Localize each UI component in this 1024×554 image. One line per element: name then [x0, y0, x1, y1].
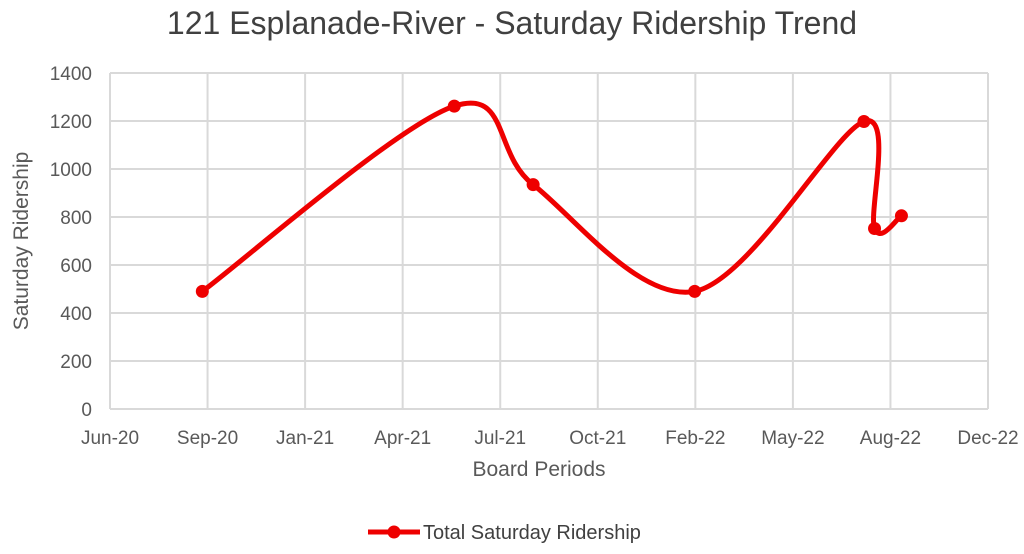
data-point	[868, 222, 882, 236]
data-point	[857, 114, 871, 128]
y-tick-label: 1000	[50, 160, 92, 181]
data-point	[447, 99, 461, 113]
x-tick-label: Apr-21	[374, 428, 431, 449]
y-axis-ticks: 0 200 400 600 800 1000 1200 1400	[50, 64, 92, 421]
data-point	[526, 178, 540, 192]
x-tick-label: Sep-20	[177, 428, 238, 449]
y-axis-title: Saturday Ridership	[10, 152, 33, 331]
y-tick-label: 0	[81, 400, 92, 421]
x-tick-label: Jan-21	[276, 428, 334, 449]
y-tick-label: 800	[60, 208, 92, 229]
x-tick-label: May-22	[761, 428, 824, 449]
y-tick-label: 200	[60, 352, 92, 373]
x-tick-label: Aug-22	[860, 428, 921, 449]
y-tick-label: 1200	[50, 112, 92, 133]
series-layer	[195, 99, 908, 298]
y-tick-label: 400	[60, 304, 92, 325]
x-tick-label: Oct-21	[569, 428, 626, 449]
legend-label: Total Saturday Ridership	[423, 522, 641, 544]
legend-swatch-marker	[387, 525, 401, 539]
x-axis-ticks: Jun-20 Sep-20 Jan-21 Apr-21 Jul-21 Oct-21 Feb-…	[81, 428, 1019, 449]
chart-title: 121 Esplanade-River - Saturday Ridership…	[167, 5, 857, 41]
x-tick-label: Feb-22	[665, 428, 725, 449]
y-tick-label: 600	[60, 256, 92, 277]
x-axis-title: Board Periods	[472, 458, 605, 481]
data-point	[195, 284, 209, 298]
series-line	[199, 100, 904, 295]
data-point	[688, 284, 702, 298]
legend: Total Saturday Ridership	[368, 522, 641, 544]
x-tick-label: Jun-20	[81, 428, 139, 449]
x-tick-label: Dec-22	[957, 428, 1018, 449]
x-tick-label: Jul-21	[474, 428, 526, 449]
y-tick-label: 1400	[50, 64, 92, 85]
data-point	[894, 209, 908, 223]
